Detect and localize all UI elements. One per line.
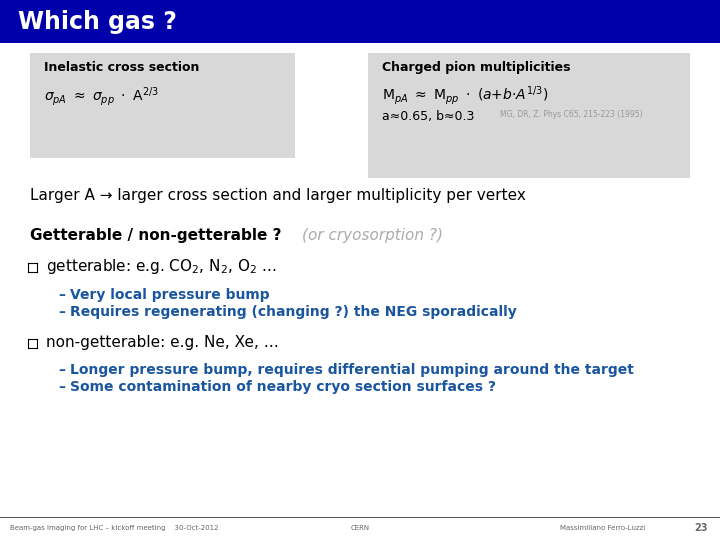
Text: Inelastic cross section: Inelastic cross section	[44, 61, 199, 74]
Text: Which gas ?: Which gas ?	[18, 10, 177, 34]
Text: non-getterable: e.g. Ne, Xe, …: non-getterable: e.g. Ne, Xe, …	[46, 335, 279, 350]
Text: Requires regenerating (changing ?) the NEG sporadically: Requires regenerating (changing ?) the N…	[70, 305, 517, 319]
Text: –: –	[58, 305, 65, 319]
Text: Beam-gas Imaging for LHC – kickoff meeting    30-Oct-2012: Beam-gas Imaging for LHC – kickoff meeti…	[10, 525, 218, 531]
Text: –: –	[58, 363, 65, 377]
Text: $\sigma_{pA}\ \approx\ \sigma_{pp}\ \cdot\ \mathrm{A}^{2/3}$: $\sigma_{pA}\ \approx\ \sigma_{pp}\ \cdo…	[44, 85, 159, 108]
Text: a≈0.65, b≈0.3: a≈0.65, b≈0.3	[382, 110, 474, 123]
Text: getterable: e.g. CO$_2$, N$_2$, O$_2$ ...: getterable: e.g. CO$_2$, N$_2$, O$_2$ ..…	[46, 258, 276, 276]
Text: 23: 23	[695, 523, 708, 533]
Text: Massimiliano Ferro-Luzzi: Massimiliano Ferro-Luzzi	[560, 525, 645, 531]
Text: $\mathrm{M}_{pA}\ \approx\ \mathrm{M}_{pp}\ \cdot\ (a{+}b{\cdot}A^{1/3})$: $\mathrm{M}_{pA}\ \approx\ \mathrm{M}_{p…	[382, 84, 549, 107]
Text: Longer pressure bump, requires differential pumping around the target: Longer pressure bump, requires different…	[70, 363, 634, 377]
Text: CERN: CERN	[351, 525, 369, 531]
Text: (or cryosorption ?): (or cryosorption ?)	[302, 228, 443, 243]
Text: Getterable / non-getterable ?: Getterable / non-getterable ?	[30, 228, 282, 243]
Text: Some contamination of nearby cryo section surfaces ?: Some contamination of nearby cryo sectio…	[70, 380, 496, 394]
Text: Larger A → larger cross section and larger multiplicity per vertex: Larger A → larger cross section and larg…	[30, 188, 526, 203]
Text: –: –	[58, 380, 65, 394]
Text: Very local pressure bump: Very local pressure bump	[70, 288, 269, 302]
Text: Charged pion multiplicities: Charged pion multiplicities	[382, 61, 570, 74]
Text: –: –	[58, 288, 65, 302]
Text: MG, DR, Z. Phys C65, 215-223 (1995): MG, DR, Z. Phys C65, 215-223 (1995)	[500, 110, 643, 119]
